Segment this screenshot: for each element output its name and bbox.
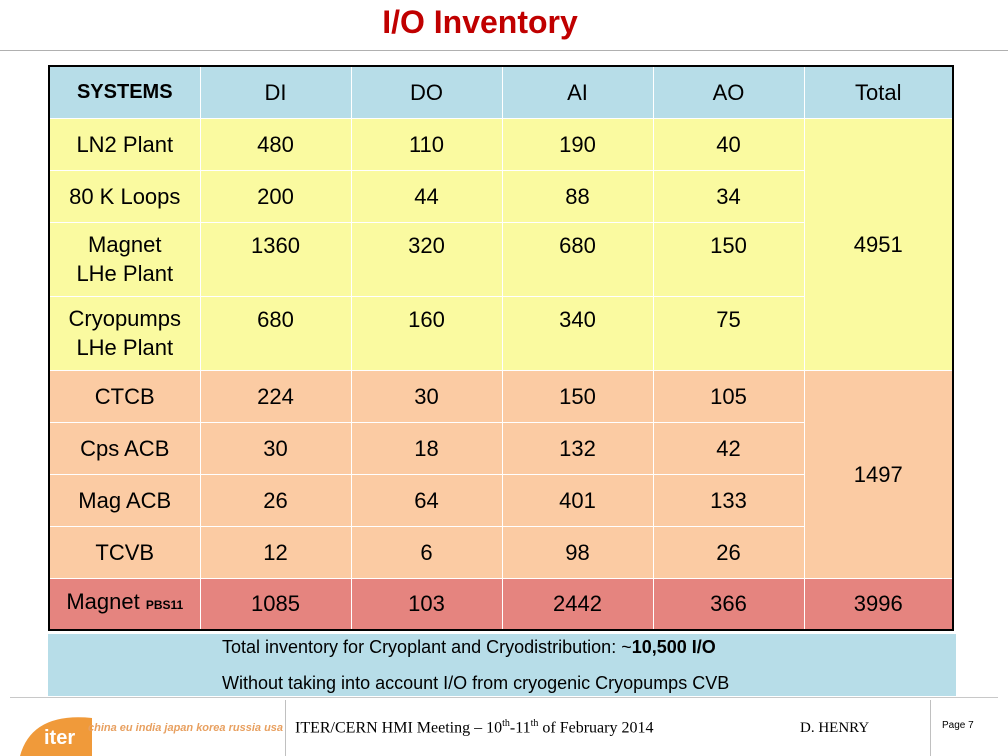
magnet-total: 3996: [803, 577, 954, 631]
di-value: 30: [199, 421, 352, 475]
ai-value: 190: [501, 117, 654, 171]
system-name-line2: LHe Plant: [76, 261, 174, 286]
logo-tagline: china eu india japan korea russia usa: [88, 722, 284, 734]
header-do: DO: [350, 65, 503, 119]
distribution-group-total: 1497: [803, 369, 954, 579]
meeting-prefix: ITER/CERN HMI Meeting – 10: [295, 719, 503, 737]
ao-value: 105: [652, 369, 805, 423]
do-value: 320: [350, 221, 503, 297]
system-name-line1: Magnet: [88, 232, 162, 257]
ao-value: 150: [652, 221, 805, 297]
system-name: LN2 Plant: [48, 117, 201, 171]
ai-value: 150: [501, 369, 654, 423]
do-value: 6: [350, 525, 503, 579]
system-name-line1: Cryopumps: [68, 306, 181, 331]
table-row: 80 K Loops 200 44 88 34: [48, 169, 953, 223]
do-value: 18: [350, 421, 503, 475]
di-value: 1085: [199, 577, 352, 631]
di-value: 1360: [199, 221, 352, 297]
ai-value: 340: [501, 295, 654, 371]
table-row: Magnet PBS11 1085 103 2442 366 3996: [48, 577, 954, 631]
io-inventory-table: SYSTEMS DI DO AI AO Total LN2 Plant 480 …: [48, 65, 954, 631]
ao-value: 42: [652, 421, 805, 475]
table-row: Mag ACB 26 64 401 133: [48, 473, 953, 527]
di-value: 680: [199, 295, 352, 371]
ai-value: 680: [501, 221, 654, 297]
meeting-sup2: th: [530, 718, 539, 729]
system-name-sub: PBS11: [145, 598, 184, 613]
table-header-row: SYSTEMS DI DO AI AO Total: [48, 65, 954, 119]
table-row: CTCB 224 30 150 105 1497: [48, 369, 954, 579]
ai-value: 88: [501, 169, 654, 223]
do-value: 110: [350, 117, 503, 171]
ao-value: 366: [652, 577, 805, 631]
do-value: 160: [350, 295, 503, 371]
system-name-line2: LHe Plant: [76, 335, 174, 360]
ai-value: 132: [501, 421, 654, 475]
ai-value: 401: [501, 473, 654, 527]
header-di: DI: [199, 65, 352, 119]
do-value: 30: [350, 369, 503, 423]
iter-logo-text: iter: [44, 727, 75, 749]
title-divider: [0, 50, 1008, 51]
ao-value: 75: [652, 295, 805, 371]
meeting-mid: -11: [509, 719, 531, 737]
di-value: 26: [199, 473, 352, 527]
meeting-sup1: th: [502, 718, 510, 729]
system-name: CTCB: [48, 369, 201, 423]
table-row: Cps ACB 30 18 132 42: [48, 421, 953, 475]
header-ao: AO: [652, 65, 805, 119]
summary-value: 10,500 I/O: [631, 637, 716, 657]
meeting-suffix: of February 2014: [538, 719, 654, 737]
header-ai: AI: [501, 65, 654, 119]
ai-value: 98: [501, 525, 654, 579]
table-row: Magnet LHe Plant 1360 320 680 150: [48, 221, 953, 297]
header-total: Total: [803, 65, 954, 119]
ao-value: 26: [652, 525, 805, 579]
summary-note: Without taking into account I/O from cry…: [222, 673, 730, 693]
system-name: Cps ACB: [48, 421, 201, 475]
ai-value: 2442: [501, 577, 654, 631]
do-value: 64: [350, 473, 503, 527]
footer-meeting: ITER/CERN HMI Meeting – 10th-11th of Feb…: [295, 718, 653, 737]
di-value: 224: [199, 369, 352, 423]
system-name: Mag ACB: [48, 473, 201, 527]
system-name: Magnet PBS11: [48, 577, 201, 631]
footer-author: D. HENRY: [800, 720, 870, 736]
page-number: Page 7: [942, 720, 974, 731]
summary-total-line: Total inventory for Cryoplant and Cryodi…: [222, 637, 716, 658]
header-systems: SYSTEMS: [48, 65, 201, 119]
di-value: 12: [199, 525, 352, 579]
system-name-main: Magnet: [66, 589, 140, 615]
footer-separator: [930, 700, 931, 756]
table-row: LN2 Plant 480 110 190 40 4951: [48, 117, 954, 371]
table-row: Cryopumps LHe Plant 680 160 340 75: [48, 295, 953, 371]
system-name: Cryopumps LHe Plant: [48, 295, 201, 371]
di-value: 480: [199, 117, 352, 171]
do-value: 44: [350, 169, 503, 223]
table-row: TCVB 12 6 98 26: [48, 525, 953, 579]
ao-value: 34: [652, 169, 805, 223]
ao-value: 40: [652, 117, 805, 171]
iter-logo: iter: [20, 717, 92, 756]
do-value: 103: [350, 577, 503, 631]
ao-value: 133: [652, 473, 805, 527]
system-name: Magnet LHe Plant: [48, 221, 201, 297]
di-value: 200: [199, 169, 352, 223]
system-name: 80 K Loops: [48, 169, 201, 223]
footer-separator: [285, 700, 286, 756]
summary-prefix: Total inventory for Cryoplant and Cryodi…: [222, 637, 632, 657]
summary-box: [48, 634, 956, 696]
plant-group-total: 4951: [803, 117, 954, 371]
footer-divider: [10, 697, 998, 698]
page-title: I/O Inventory: [382, 4, 578, 40]
system-name: TCVB: [48, 525, 201, 579]
